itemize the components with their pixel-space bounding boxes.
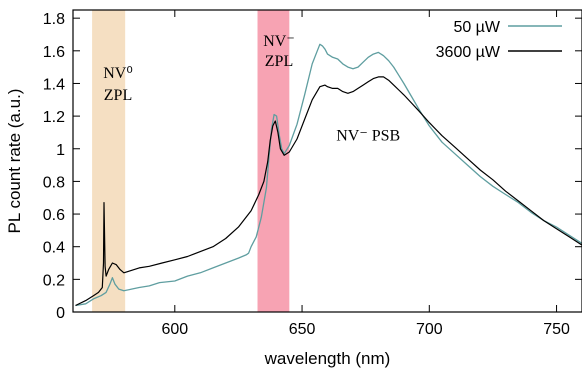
- x-axis-ticks: 600 650 700 750: [161, 10, 570, 338]
- legend: 50 µW 3600 µW: [436, 19, 562, 61]
- region-label-1-line-1: NV⁰: [103, 65, 133, 82]
- y-tick-label: 0.4: [43, 240, 65, 257]
- annotations: NV⁰ ZPL NV⁻ ZPL NV⁻ PSB: [103, 33, 400, 145]
- series-lines: [75, 43, 582, 307]
- x-tick-label: 700: [416, 321, 443, 338]
- shaded-region-2: [257, 10, 290, 312]
- region-label-2-line-2: ZPL: [265, 53, 293, 70]
- y-tick-label: 0: [56, 305, 65, 322]
- y-tick-label: 1.6: [43, 44, 65, 61]
- series-line-2: [75, 76, 582, 307]
- x-tick-label: 650: [289, 321, 316, 338]
- x-tick-label: 600: [161, 321, 188, 338]
- annotation-1: NV⁻ PSB: [336, 128, 400, 145]
- shaded-regions: [92, 10, 290, 312]
- y-axis-ticks: 0 0.2 0.4 0.6 0.8 1 1.2 1.4 1.6 1.8: [43, 11, 582, 322]
- y-tick-label: 1: [56, 142, 65, 159]
- region-label-2-line-1: NV⁻: [263, 33, 295, 50]
- y-tick-label: 1.8: [43, 11, 65, 28]
- x-tick-label: 750: [543, 321, 570, 338]
- y-tick-label: 0.2: [43, 272, 65, 289]
- shaded-region-1: [92, 10, 126, 312]
- series-line-1: [75, 43, 582, 307]
- y-tick-label: 1.4: [43, 76, 65, 93]
- x-axis-title: wavelength (nm): [264, 349, 391, 368]
- legend-label-2: 3600 µW: [436, 44, 501, 61]
- y-tick-label: 0.8: [43, 174, 65, 191]
- y-tick-label: 1.2: [43, 109, 65, 126]
- y-axis-title: PL count rate (a.u.): [5, 89, 24, 234]
- region-label-1-line-2: ZPL: [104, 87, 132, 104]
- plot-frame: [72, 9, 582, 313]
- legend-label-1: 50 µW: [453, 19, 500, 36]
- y-tick-label: 0.6: [43, 207, 65, 224]
